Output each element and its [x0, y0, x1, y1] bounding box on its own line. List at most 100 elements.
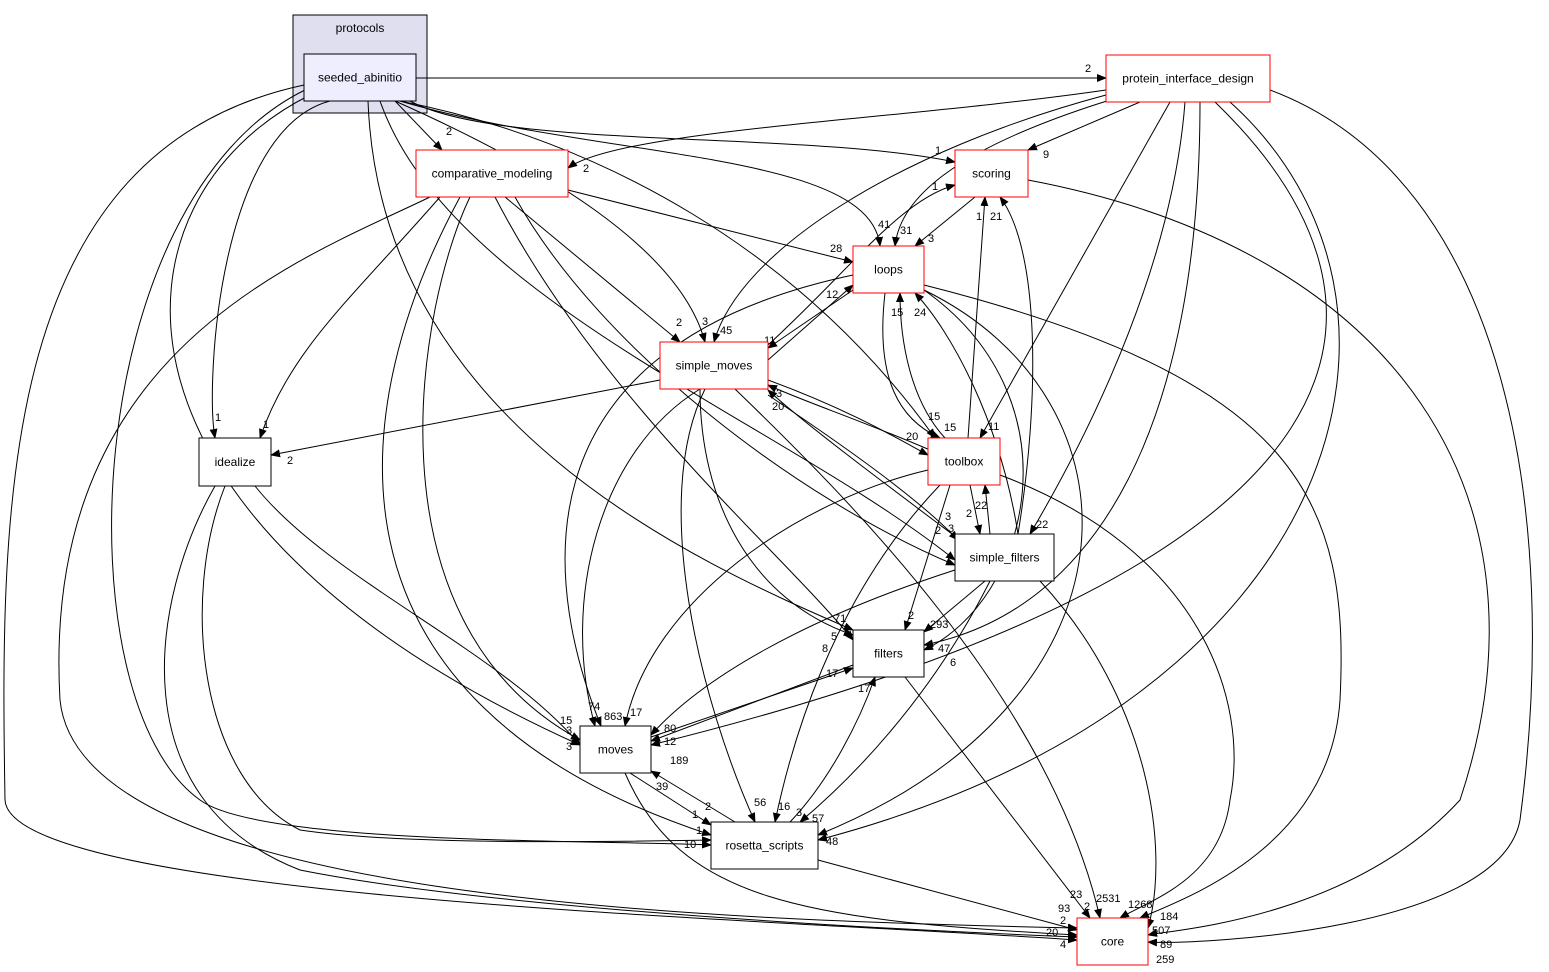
edge-count-label[interactable]: 293 [930, 619, 948, 631]
node-box[interactable] [415, 149, 569, 198]
edge-simple_moves-to-loops[interactable]: 12 [767, 284, 854, 361]
edge-protein_interface_design-to-moves[interactable]: 1 8 9 [650, 101, 1327, 767]
node-simple-filters[interactable]: simple_filters [954, 533, 1055, 582]
edge-count-label[interactable]: 3 [702, 316, 708, 328]
edge-count-label[interactable]: 11 [764, 335, 775, 347]
node-label[interactable]: idealize [215, 455, 256, 469]
edge-count-label[interactable]: 3 [928, 233, 934, 245]
edge-count-label[interactable]: 16 [778, 801, 790, 813]
edge-count-label[interactable]: 41 [878, 219, 890, 231]
edge-simple_moves-to-rosetta_scripts[interactable]: 56 [680, 388, 766, 823]
edge-count-label[interactable]: 15 [891, 307, 903, 319]
edge-seeded_abinitio-to-simple_moves[interactable]: 3 [394, 100, 708, 343]
edge-protein_interface_design-to-simple_moves[interactable]: 45 [712, 94, 1107, 343]
node-loops[interactable]: loops [852, 245, 925, 294]
edge-count-label[interactable]: 2 [583, 163, 589, 175]
node-label[interactable]: simple_moves [676, 359, 753, 373]
node-box[interactable] [710, 821, 819, 870]
node-simple-moves[interactable]: simple_moves [659, 341, 769, 390]
node-idealize[interactable]: idealize [198, 437, 272, 487]
edge-count-label[interactable]: 189 [670, 755, 688, 767]
edge-filters-to-core[interactable]: 23 [904, 676, 1091, 919]
edge-simple_filters-to-scoring[interactable]: 21 [990, 196, 1034, 535]
edge-count-label[interactable]: 2 [287, 455, 293, 467]
node-seeded-abinitio[interactable]: seeded_abinitio [303, 53, 417, 102]
edge-count-label[interactable]: 2 [1060, 915, 1066, 927]
edge-count-label[interactable]: 2 [908, 610, 914, 622]
edge-protein_interface_design-to-scoring[interactable]: 9 [1027, 101, 1141, 161]
node-label[interactable]: filters [874, 647, 903, 661]
edge-count-label[interactable]: 22 [975, 500, 987, 512]
edge-toolbox-to-loops[interactable]: 15 [891, 292, 946, 439]
edge-simple_moves-to-core[interactable]: 2 [734, 388, 1102, 919]
edge-filters-to-moves[interactable]: 12 [650, 664, 854, 748]
edge-scoring-to-core[interactable]: 184 [1027, 179, 1490, 937]
node-box[interactable] [198, 437, 272, 487]
edge-count-label[interactable]: 20 [772, 401, 784, 413]
node-box[interactable] [659, 341, 769, 390]
edge-count-label[interactable]: 45 [720, 325, 732, 337]
edge-count-label[interactable]: 10 [684, 839, 696, 851]
edge-simple_filters-to-rosetta_scripts[interactable]: 3 [796, 580, 991, 823]
edge-count-label[interactable]: 1268 [1128, 899, 1152, 911]
node-label[interactable]: rosetta_scripts [725, 839, 803, 853]
edge-count-label[interactable]: 15 [944, 422, 956, 434]
edge-count-label[interactable]: 47 [938, 643, 950, 655]
edge-count-label[interactable]: 507 [1152, 925, 1170, 937]
edge-protein_interface_design-to-loops[interactable]: 31 [892, 99, 1111, 247]
node-box[interactable] [852, 245, 925, 294]
edge-toolbox-to-rosetta_scripts[interactable]: 16 [772, 484, 941, 823]
edge-rosetta_scripts-to-core[interactable]: 89 [817, 859, 1172, 951]
edge-loops-to-moves[interactable]: 863 [564, 274, 854, 727]
edge-loops-to-filters[interactable]: 6 [923, 289, 1024, 669]
edge-count-label[interactable]: 3 [566, 741, 572, 753]
node-label[interactable]: protein_interface_design [1122, 72, 1253, 86]
edge-count-label[interactable]: 1 [935, 145, 941, 157]
edge-simple_moves-to-moves[interactable]: 74 [582, 388, 701, 727]
edge-count-label[interactable]: 3 [945, 511, 951, 523]
edge-comparative_modeling-to-idealize[interactable]: 1 [259, 196, 441, 439]
node-label[interactable]: scoring [972, 167, 1011, 181]
edge-count-label[interactable]: 3 [948, 523, 954, 535]
node-protein-interface-design[interactable]: protein_interface_design [1105, 54, 1271, 103]
edge-simple_moves-to-simple_filters[interactable]: 3 [767, 394, 959, 541]
edge-count-label[interactable]: 3 [776, 388, 782, 400]
edge-toolbox-to-filters[interactable]: 2 [903, 484, 951, 631]
edge-count-label[interactable]: 89 [1160, 939, 1172, 951]
edge-moves-to-filters[interactable]: 17 [650, 667, 854, 738]
node-box[interactable] [1105, 54, 1271, 103]
node-box[interactable] [927, 437, 1001, 486]
node-core[interactable]: core [1076, 917, 1149, 966]
edge-simple_filters-to-core[interactable]: 507 [1039, 580, 1170, 937]
node-moves[interactable]: moves [579, 725, 652, 774]
edge-loops-to-core[interactable]: 1268 [923, 284, 1342, 919]
edge-simple_filters-to-loops[interactable]: 24 [914, 292, 1019, 535]
edge-count-label[interactable]: 184 [1160, 911, 1178, 923]
edge-count-label[interactable]: 22 [1036, 519, 1048, 531]
edge-protein_interface_design-to-toolbox[interactable]: 11 [979, 101, 1171, 439]
edge-simple_moves-to-scoring[interactable]: 1 [767, 181, 956, 346]
edge-count-label[interactable]: 24 [914, 307, 926, 319]
edge-count-label[interactable]: 1 [976, 211, 982, 223]
node-label[interactable]: simple_filters [969, 551, 1039, 565]
edge-seeded_abinitio-to-moves[interactable]: 3 [169, 94, 581, 746]
edge-count-label[interactable]: 93 [1058, 903, 1070, 915]
edge-count-label[interactable]: 17 [630, 707, 642, 719]
edge-seeded_abinitio-to-filters[interactable]: 5 [367, 100, 854, 643]
edge-count-label[interactable]: 4 [1060, 939, 1066, 951]
edge-count-label[interactable]: 1 [932, 181, 938, 193]
edge-loops-to-toolbox[interactable]: 15 [882, 292, 956, 439]
edge-comparative_modeling-to-filters[interactable]: 71 [494, 196, 854, 641]
edge-count-label[interactable]: 3 [796, 807, 802, 819]
edge-count-label[interactable]: 2 [935, 525, 941, 537]
edge-moves-to-core[interactable]: 4 [624, 772, 1078, 951]
node-toolbox[interactable]: toolbox [927, 437, 1001, 486]
edge-comparative_modeling-to-core[interactable]: 93 [58, 196, 1078, 932]
edge-count-label[interactable]: 9 [1043, 149, 1049, 161]
edge-toolbox-to-simple_filters[interactable]: 2 [966, 484, 983, 535]
node-box[interactable] [1076, 917, 1149, 966]
edge-count-label[interactable]: 2 [676, 317, 682, 329]
edge-count-label[interactable]: 1 [263, 419, 269, 431]
node-box[interactable] [954, 149, 1029, 198]
edge-comparative_modeling-to-simple_filters[interactable]: 2 [514, 196, 956, 566]
